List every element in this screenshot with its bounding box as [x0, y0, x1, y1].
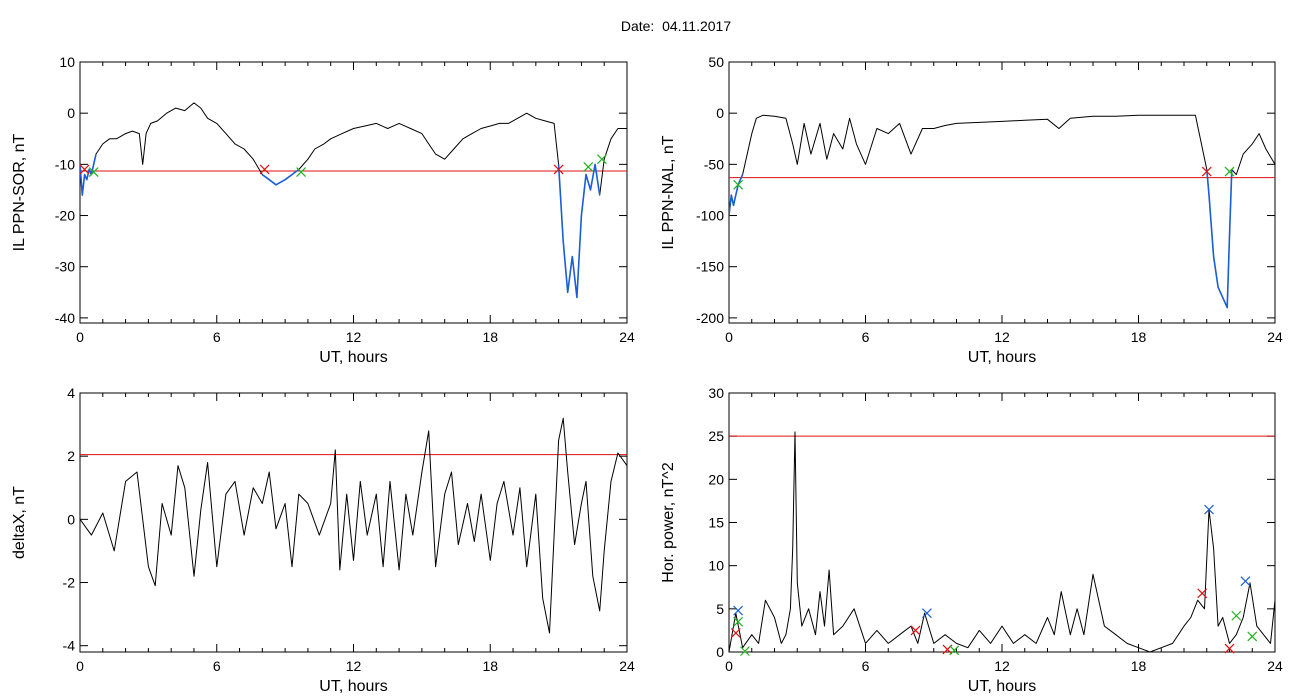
hor-power-marker-red [1197, 588, 1208, 599]
hor-power-marker-green [1231, 610, 1242, 621]
ppn-nal-marker-green [733, 179, 744, 190]
deltax-y-tick-label: 4 [67, 385, 75, 401]
deltax-y-tick-label: -4 [63, 638, 76, 654]
hor-power-x-tick-label: 12 [994, 658, 1010, 674]
hor-power-trace-line [729, 431, 1275, 652]
hor-power-y-tick-label: 25 [708, 428, 724, 444]
hor-power-x-tick-label: 18 [1131, 658, 1147, 674]
ppn-nal-x-tick-label: 6 [862, 329, 870, 345]
ppn-nal-x-tick-label: 18 [1131, 329, 1147, 345]
ppn-sor-marker-green [88, 167, 99, 177]
hor-power-marker-green [733, 616, 744, 627]
deltax-y-tick-label: -2 [63, 575, 76, 591]
hor-power-marker-blue [922, 608, 932, 619]
hor-power-marker-blue [1240, 576, 1251, 587]
ppn-nal-marker-green [1224, 166, 1235, 177]
hor-power-plot-frame [728, 392, 1276, 653]
ppn-nal-x-tick-label: 12 [994, 329, 1010, 345]
page-title: Date: 04.11.2017 [620, 18, 732, 34]
panel-ppn-sor: 0 6 12 18 24 10 0 -10 -20 -30 -40 UT, hours IL PPN-S… [11, 54, 635, 366]
ppn-sor-highlight-segment [80, 153, 97, 196]
ppn-sor-y-tick-label: -40 [55, 310, 75, 326]
hor-power-data-area [729, 431, 1275, 652]
ppn-sor-y-axis-label: IL PPN-SOR, nT [11, 133, 28, 251]
deltax-x-axis-label: UT, hours [319, 678, 387, 695]
deltax-y-axis-label: deltaX, nT [11, 486, 28, 559]
deltax-x-tick-label: 12 [346, 658, 362, 674]
hor-power-y-axis-label: Hor. power, nT^2 [660, 462, 677, 583]
ppn-nal-data-area [729, 114, 1275, 309]
ppn-nal-y-tick-label: 50 [708, 54, 724, 70]
ppn-sor-y-tick-label: -30 [55, 259, 75, 275]
hor-power-x-tick-label: 24 [1267, 658, 1283, 674]
ppn-sor-y-tick-label: -20 [55, 208, 75, 224]
ppn-sor-trace-line [80, 102, 627, 298]
ppn-sor-x-axis-label: UT, hours [319, 349, 387, 366]
ppn-nal-y-tick-label: 0 [716, 105, 724, 121]
ppn-sor-x-tick-label: 24 [619, 329, 635, 345]
ppn-sor-y-tick-label: 10 [59, 54, 75, 70]
hor-power-marker-green [740, 646, 750, 657]
ppn-sor-x-tick-label: 0 [76, 329, 84, 345]
hor-power-y-tick-label: 20 [708, 471, 724, 487]
ppn-sor-x-tick-label: 6 [213, 329, 221, 345]
deltax-data-area [80, 417, 627, 634]
ppn-sor-marker-red [79, 164, 90, 175]
hor-power-y-tick-label: 5 [716, 601, 724, 617]
ppn-nal-y-tick-label: -150 [696, 259, 724, 275]
ppn-sor-plot-frame [79, 61, 628, 324]
ppn-nal-plot-frame [728, 61, 1276, 324]
ppn-sor-y-tick-label: -10 [55, 156, 75, 172]
deltax-x-tick-label: 6 [213, 658, 221, 674]
ppn-sor-marker-red [553, 164, 564, 175]
hor-power-y-tick-label: 10 [708, 558, 724, 574]
ppn-nal-x-tick-label: 24 [1267, 329, 1283, 345]
hor-power-x-tick-label: 6 [862, 658, 870, 674]
ppn-nal-highlight-segment [1206, 169, 1233, 309]
ppn-sor-data-area [80, 102, 627, 299]
hor-power-y-tick-label: 30 [708, 385, 724, 401]
hor-power-y-tick-label: 15 [708, 515, 724, 531]
hor-power-y-tick-label: 0 [716, 644, 724, 660]
hor-power-marker-green [949, 645, 960, 656]
ppn-nal-x-tick-label: 0 [725, 329, 733, 345]
panel-deltax: 0 6 12 18 24 4 2 0 -2 -4 UT, hours deltaX, nT [11, 385, 635, 695]
hor-power-marker-red [910, 625, 921, 636]
hor-power-x-axis-label: UT, hours [968, 678, 1036, 695]
deltax-x-tick-label: 0 [76, 658, 84, 674]
ppn-sor-marker-red [259, 164, 270, 175]
hor-power-marker-green [1247, 631, 1258, 642]
deltax-plot-frame [79, 392, 628, 653]
ppn-nal-x-axis-label: UT, hours [968, 349, 1036, 366]
ppn-nal-trace-line [729, 114, 1275, 309]
ppn-sor-highlight-segment [261, 168, 300, 186]
ppn-sor-x-tick-label: 12 [346, 329, 362, 345]
ppn-sor-highlight-segment [557, 163, 601, 299]
ppn-sor-marker-green [296, 167, 307, 177]
ppn-sor-marker-green [597, 154, 607, 165]
deltax-x-tick-label: 24 [619, 658, 635, 674]
deltax-x-tick-label: 18 [482, 658, 498, 674]
ppn-nal-y-tick-label: -200 [696, 310, 724, 326]
panel-hor-power: 0 6 12 18 24 0 5 10 15 20 25 30 UT, hours Hor. power,… [660, 385, 1283, 695]
hor-power-marker-blue [1204, 504, 1214, 515]
hor-power-marker-blue [733, 605, 744, 616]
ppn-nal-y-tick-label: -100 [696, 208, 724, 224]
deltax-y-tick-label: 0 [67, 511, 75, 527]
hor-power-marker-red [730, 628, 741, 638]
ppn-nal-marker-red [1201, 166, 1212, 177]
ppn-sor-marker-green [583, 161, 594, 172]
hor-power-marker-red [1224, 643, 1235, 654]
ppn-nal-y-axis-label: IL PPN-NAL, nT [660, 135, 677, 249]
ppn-sor-x-tick-label: 18 [482, 329, 498, 345]
hor-power-x-tick-label: 0 [725, 658, 733, 674]
ppn-sor-y-tick-label: 0 [67, 105, 75, 121]
deltax-trace-line [80, 417, 627, 634]
panel-ppn-nal: 0 6 12 18 24 50 0 -50 -100 -150 -200 UT, hours IL PP… [660, 54, 1283, 366]
ppn-nal-y-tick-label: -50 [704, 156, 724, 172]
deltax-y-tick-label: 2 [67, 448, 75, 464]
ppn-nal-highlight-segment [729, 174, 744, 216]
